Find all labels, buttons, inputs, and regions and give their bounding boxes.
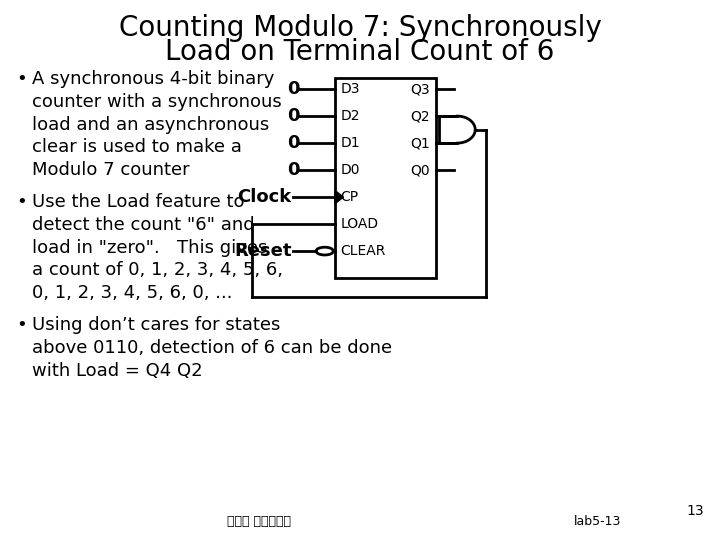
Text: 13: 13: [686, 504, 703, 518]
Text: 0: 0: [287, 107, 300, 125]
Text: CLEAR: CLEAR: [341, 244, 386, 258]
Text: detect the count "6" and: detect the count "6" and: [32, 216, 255, 234]
Text: clear is used to make a: clear is used to make a: [32, 138, 242, 156]
Text: CP: CP: [341, 190, 359, 204]
Text: lab5-13: lab5-13: [574, 515, 621, 528]
Text: Load on Terminal Count of 6: Load on Terminal Count of 6: [166, 38, 554, 66]
Text: •: •: [16, 70, 27, 88]
Text: above 0110, detection of 6 can be done: above 0110, detection of 6 can be done: [32, 339, 392, 357]
Text: Q0: Q0: [410, 163, 430, 177]
Text: Clock: Clock: [238, 188, 292, 206]
Text: 0: 0: [287, 80, 300, 98]
Text: load in "zero".   This gives: load in "zero". This gives: [32, 239, 268, 256]
Text: with Load = Q4 Q2: with Load = Q4 Q2: [32, 362, 203, 380]
Text: 0: 0: [287, 134, 300, 152]
Text: Q2: Q2: [410, 109, 430, 123]
Text: D3: D3: [341, 82, 360, 96]
Text: counter with a synchronous: counter with a synchronous: [32, 93, 282, 111]
Text: 0, 1, 2, 3, 4, 5, 6, 0, ...: 0, 1, 2, 3, 4, 5, 6, 0, ...: [32, 284, 233, 302]
Text: load and an asynchronous: load and an asynchronous: [32, 116, 270, 133]
Text: •: •: [16, 316, 27, 334]
Text: Q1: Q1: [410, 136, 430, 150]
Text: Reset: Reset: [234, 242, 292, 260]
Text: Q3: Q3: [410, 82, 430, 96]
Polygon shape: [335, 191, 343, 204]
Text: 0: 0: [287, 161, 300, 179]
Text: a count of 0, 1, 2, 3, 4, 5, 6,: a count of 0, 1, 2, 3, 4, 5, 6,: [32, 261, 284, 279]
Text: Using don’t cares for states: Using don’t cares for states: [32, 316, 281, 334]
Text: D0: D0: [341, 163, 360, 177]
Text: Use the Load feature to: Use the Load feature to: [32, 193, 245, 211]
Text: LOAD: LOAD: [341, 217, 379, 231]
Text: •: •: [16, 193, 27, 211]
Text: Counting Modulo 7: Synchronously: Counting Modulo 7: Synchronously: [119, 14, 601, 42]
Text: Modulo 7 counter: Modulo 7 counter: [32, 161, 190, 179]
Text: A synchronous 4-bit binary: A synchronous 4-bit binary: [32, 70, 275, 88]
Text: 張明宇 交大資工系: 張明宇 交大資工系: [228, 515, 291, 528]
Text: D1: D1: [341, 136, 360, 150]
Text: D2: D2: [341, 109, 360, 123]
